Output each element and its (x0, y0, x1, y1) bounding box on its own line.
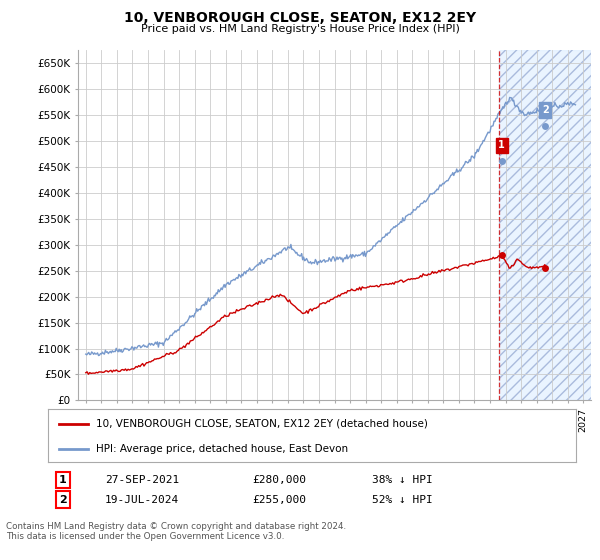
Text: 38% ↓ HPI: 38% ↓ HPI (372, 475, 433, 485)
Bar (499, 50, 591, 400)
Text: 52% ↓ HPI: 52% ↓ HPI (372, 494, 433, 505)
Text: 10, VENBOROUGH CLOSE, SEATON, EX12 2EY (detached house): 10, VENBOROUGH CLOSE, SEATON, EX12 2EY (… (95, 419, 427, 429)
Text: £255,000: £255,000 (252, 494, 306, 505)
Text: Price paid vs. HM Land Registry's House Price Index (HPI): Price paid vs. HM Land Registry's House … (140, 24, 460, 34)
Text: Contains HM Land Registry data © Crown copyright and database right 2024.
This d: Contains HM Land Registry data © Crown c… (6, 522, 346, 542)
Text: 19-JUL-2024: 19-JUL-2024 (105, 494, 179, 505)
Text: 27-SEP-2021: 27-SEP-2021 (105, 475, 179, 485)
Text: £280,000: £280,000 (252, 475, 306, 485)
Text: 2: 2 (59, 494, 67, 505)
Text: 10, VENBOROUGH CLOSE, SEATON, EX12 2EY: 10, VENBOROUGH CLOSE, SEATON, EX12 2EY (124, 11, 476, 25)
Text: 2: 2 (542, 105, 548, 115)
Text: 1: 1 (59, 475, 67, 485)
Text: HPI: Average price, detached house, East Devon: HPI: Average price, detached house, East… (95, 444, 347, 454)
Bar (499, 50, 591, 400)
Text: 1: 1 (498, 141, 505, 150)
